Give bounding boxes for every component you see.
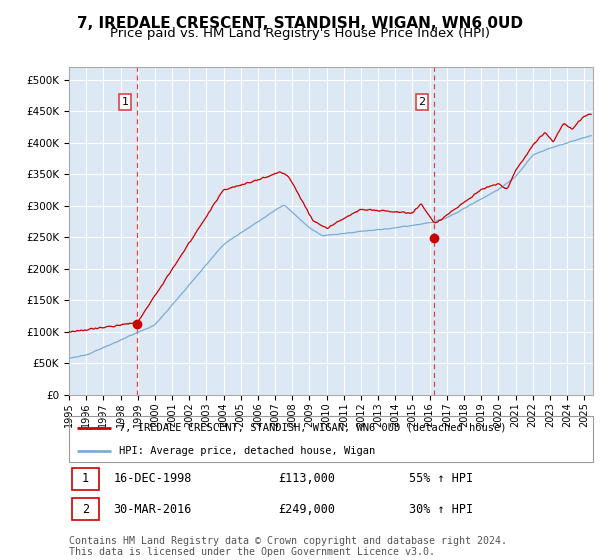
Text: 55% ↑ HPI: 55% ↑ HPI (409, 472, 473, 486)
Text: Price paid vs. HM Land Registry's House Price Index (HPI): Price paid vs. HM Land Registry's House … (110, 27, 490, 40)
Text: £113,000: £113,000 (278, 472, 335, 486)
Bar (71, 468, 99, 490)
Text: HPI: Average price, detached house, Wigan: HPI: Average price, detached house, Wiga… (119, 446, 375, 455)
Text: 2: 2 (82, 502, 89, 516)
Text: 2: 2 (418, 97, 425, 107)
Text: 30-MAR-2016: 30-MAR-2016 (113, 502, 192, 516)
Text: £249,000: £249,000 (278, 502, 335, 516)
Text: 1: 1 (82, 472, 89, 486)
Text: 30% ↑ HPI: 30% ↑ HPI (409, 502, 473, 516)
Text: 16-DEC-1998: 16-DEC-1998 (113, 472, 192, 486)
Bar (71, 498, 99, 520)
Text: 7, IREDALE CRESCENT, STANDISH, WIGAN, WN6 0UD (detached house): 7, IREDALE CRESCENT, STANDISH, WIGAN, WN… (119, 423, 506, 432)
Text: Contains HM Land Registry data © Crown copyright and database right 2024.
This d: Contains HM Land Registry data © Crown c… (69, 535, 507, 557)
Text: 7, IREDALE CRESCENT, STANDISH, WIGAN, WN6 0UD: 7, IREDALE CRESCENT, STANDISH, WIGAN, WN… (77, 16, 523, 31)
Text: 1: 1 (121, 97, 128, 107)
